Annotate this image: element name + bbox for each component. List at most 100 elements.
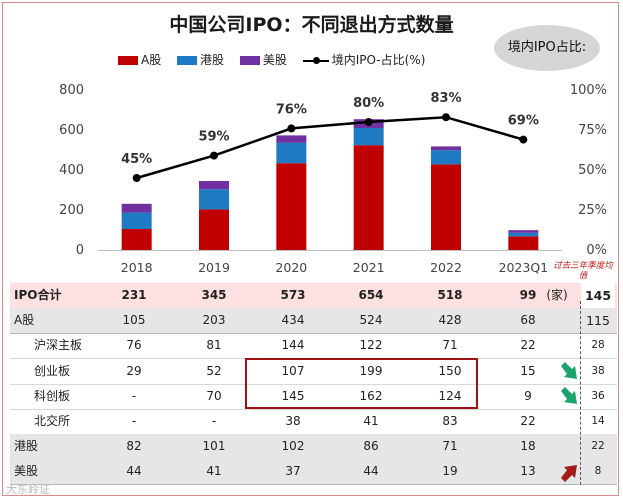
table-cell: 41 bbox=[206, 464, 222, 479]
table-cell: 345 bbox=[201, 288, 227, 302]
table-row: 创业板 29 52 107 199 150 15 38 bbox=[10, 359, 617, 385]
data-table: IPO合计 231 345 573 654 518 99 (家) 145 A股 105 203 434 5… bbox=[10, 283, 617, 486]
ratio-line bbox=[136, 115, 524, 180]
table-cell: 145 bbox=[281, 388, 305, 403]
row-label: 创业板 bbox=[34, 363, 71, 378]
table-cell: 203 bbox=[202, 313, 226, 328]
bar-a-share bbox=[431, 164, 461, 250]
table-cell: 231 bbox=[121, 288, 147, 302]
legend-swatch-hk bbox=[177, 56, 198, 65]
ratio-point bbox=[519, 135, 528, 144]
table-cell: 81 bbox=[206, 338, 222, 353]
callout-bubble: 境内IPO占比: bbox=[494, 25, 600, 71]
table-cell: 573 bbox=[280, 288, 306, 302]
y-tick-label-right: 50% bbox=[578, 163, 607, 178]
bar-a-share bbox=[121, 229, 152, 250]
bar-us bbox=[431, 146, 461, 151]
table-cell: 150 bbox=[438, 363, 462, 378]
arrow-up-right-icon bbox=[561, 465, 577, 483]
table-row: 港股 82 101 102 86 71 18 22 bbox=[10, 434, 617, 461]
table-cell: 434 bbox=[281, 313, 305, 328]
unit-label: (家) bbox=[546, 288, 568, 302]
table-row: A股 105 203 434 524 428 68 115 bbox=[10, 308, 617, 335]
table-cell: 76 bbox=[126, 338, 142, 353]
table-cell: - bbox=[131, 388, 137, 403]
average-cell: 22 bbox=[591, 440, 605, 453]
table-cell: 524 bbox=[359, 313, 383, 328]
average-cell: 28 bbox=[591, 339, 605, 352]
table-cell: 122 bbox=[359, 338, 383, 353]
average-cell: 115 bbox=[586, 313, 610, 329]
bar-hk bbox=[508, 232, 539, 237]
table-cell: 102 bbox=[281, 439, 305, 454]
ratio-data-label: 76% bbox=[276, 102, 307, 117]
table-cell: 82 bbox=[126, 439, 142, 454]
bar-us bbox=[508, 230, 539, 233]
bar-us bbox=[121, 203, 152, 213]
legend-swatch-a-share bbox=[118, 56, 138, 65]
table-cell: 68 bbox=[520, 313, 536, 328]
highlight-box bbox=[245, 358, 478, 409]
table-row: 北交所 - - 38 41 83 22 14 bbox=[10, 409, 617, 435]
ratio-point bbox=[132, 174, 141, 182]
legend-item-hk: 港股 bbox=[177, 51, 224, 68]
table-row: IPO合计 231 345 573 654 518 99 (家) 145 bbox=[10, 283, 617, 309]
legend-swatch-us bbox=[239, 56, 260, 65]
average-cell: 36 bbox=[591, 389, 605, 402]
bar-hk bbox=[353, 128, 384, 146]
table-cell: 144 bbox=[281, 338, 305, 353]
table-cell: 71 bbox=[442, 338, 458, 353]
table-cell: 13 bbox=[520, 464, 536, 479]
table-cell: 44 bbox=[126, 464, 142, 479]
ratio-point bbox=[287, 124, 296, 133]
table-cell: 162 bbox=[359, 388, 383, 403]
ratio-point bbox=[442, 113, 450, 122]
legend-label-hk: 港股 bbox=[200, 53, 225, 67]
y-tick-label-left: 600 bbox=[59, 123, 84, 138]
table-cell: 105 bbox=[122, 313, 146, 328]
table-cell: 22 bbox=[520, 414, 536, 428]
row-label: 沪深主板 bbox=[34, 338, 83, 353]
table-cell: 18 bbox=[520, 439, 536, 454]
bar-a-share bbox=[276, 163, 307, 250]
y-tick-label-left: 400 bbox=[59, 163, 84, 178]
legend-label-us: 美股 bbox=[262, 53, 287, 67]
legend-line-icon bbox=[302, 56, 329, 65]
table-cell: 41 bbox=[363, 414, 379, 428]
legend-item-a-share: A股 bbox=[118, 51, 161, 68]
table-cell: - bbox=[211, 414, 217, 428]
watermark: 大东岭证 bbox=[6, 483, 50, 496]
table-cell: - bbox=[131, 414, 137, 428]
table-cell: 99 bbox=[519, 288, 537, 302]
bar-a-share bbox=[199, 209, 229, 250]
table-cell: 22 bbox=[520, 338, 536, 353]
bar-hk bbox=[199, 189, 229, 210]
table-cell: 518 bbox=[437, 288, 463, 302]
average-cell: 8 bbox=[594, 465, 602, 478]
table-cell: 15 bbox=[520, 363, 536, 378]
table-cell: 101 bbox=[202, 439, 226, 454]
y-tick-label-left: 0 bbox=[76, 243, 84, 258]
y-tick-label-right: 25% bbox=[578, 203, 607, 218]
table-cell: 107 bbox=[281, 363, 305, 378]
ratio-data-label: 69% bbox=[508, 114, 539, 129]
y-tick-label-right: 75% bbox=[578, 123, 607, 138]
average-cell: 14 bbox=[591, 415, 605, 427]
table-cell: 654 bbox=[358, 288, 384, 302]
table-cell: 124 bbox=[438, 388, 462, 403]
arrow-down-right-icon bbox=[561, 361, 577, 379]
bar-a-share bbox=[353, 145, 384, 250]
x-tick-label: 2022 bbox=[430, 260, 462, 275]
ratio-data-label: 45% bbox=[121, 152, 152, 167]
y-tick-label-right: 100% bbox=[570, 83, 607, 98]
chart-plot: 0 200 400 600 800 0% 25% 50% 75% 100% 2018 2019 2020… bbox=[59, 83, 607, 275]
y-tick-label-left: 800 bbox=[59, 83, 84, 98]
average-cell: 38 bbox=[591, 364, 605, 377]
table-row: 沪深主板 76 81 144 122 71 22 28 bbox=[10, 333, 617, 360]
chart-title: 中国公司IPO：不同退出方式数量 bbox=[169, 14, 454, 36]
table-cell: 199 bbox=[359, 363, 383, 378]
average-cell: 145 bbox=[581, 283, 615, 308]
table-cell: 83 bbox=[442, 414, 458, 428]
bar-hk bbox=[121, 212, 152, 229]
ratio-point bbox=[210, 151, 218, 160]
